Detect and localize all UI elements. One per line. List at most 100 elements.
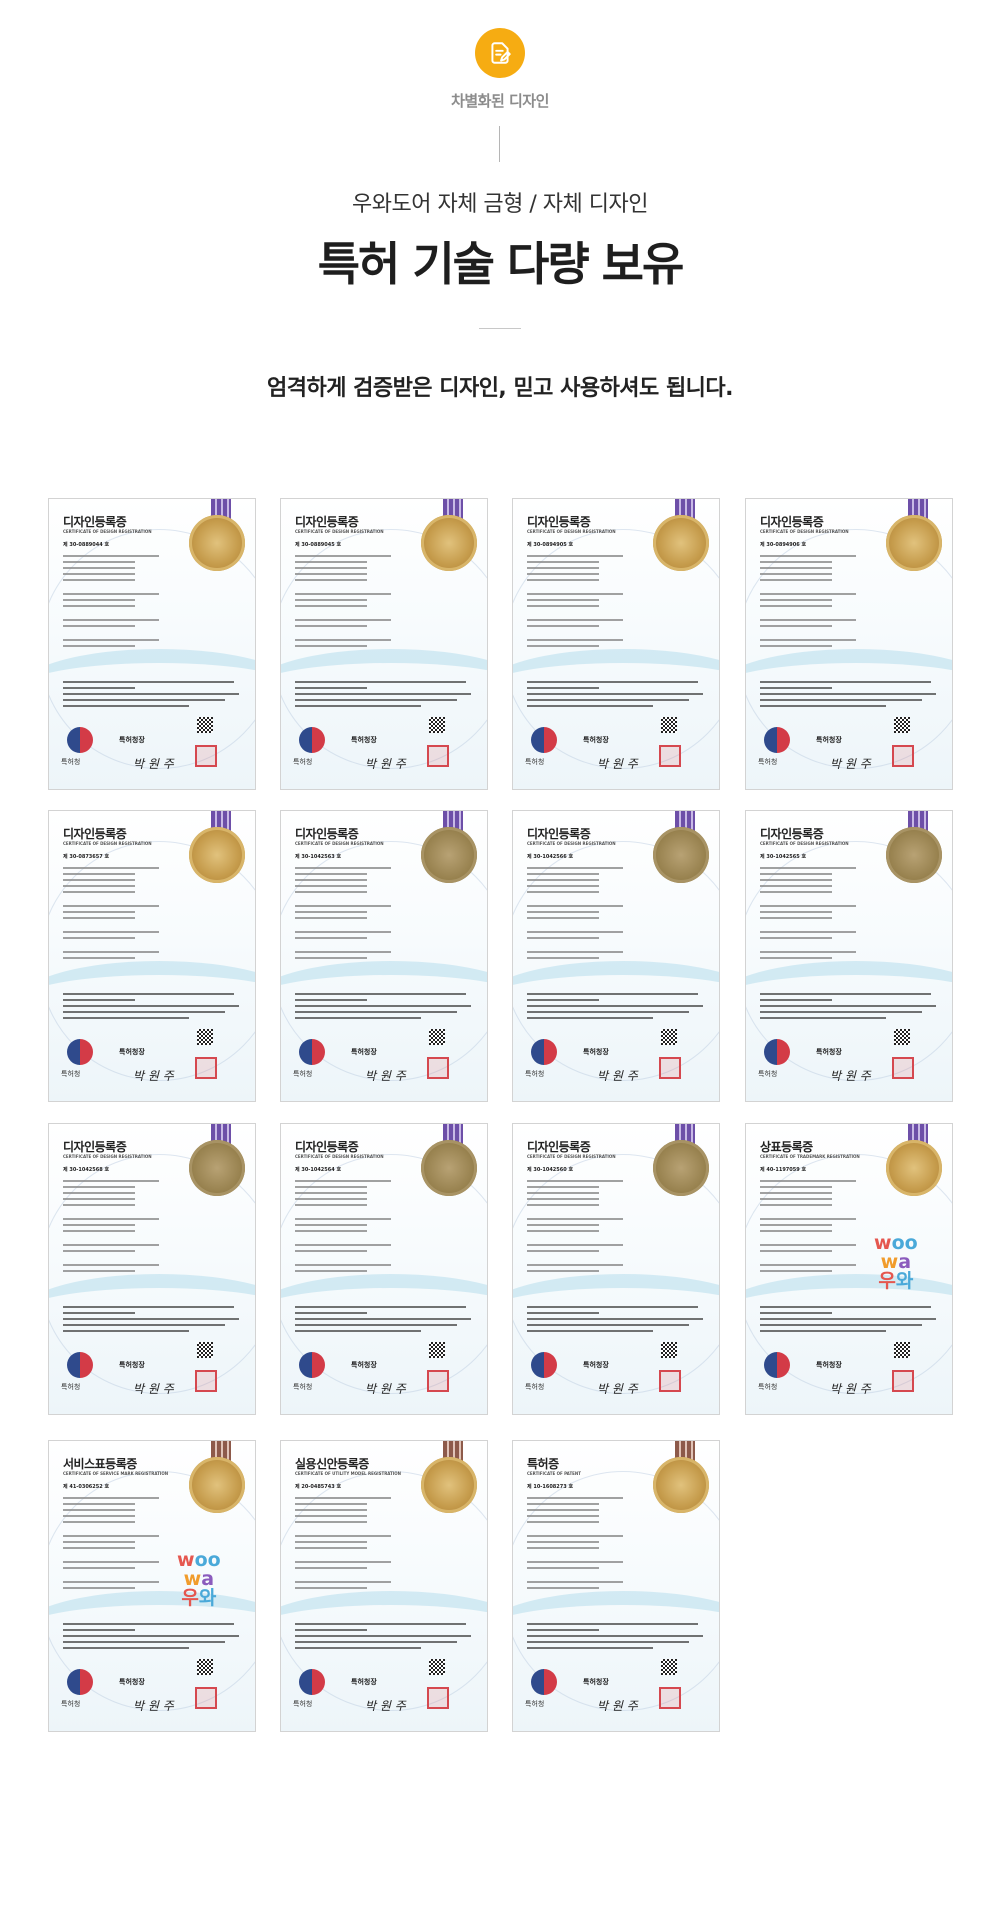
official-stamp-icon [892,745,914,767]
certificate-details [63,1180,183,1276]
certificate-statement [760,993,940,1023]
certificate-details [295,867,415,963]
background-wave [281,1591,487,1671]
certificate-card: 디자인등록증 CERTIFICATE OF DESIGN REGISTRATION… [48,498,256,790]
kipo-logo-icon [67,1039,93,1065]
kipo-logo-icon [531,1039,557,1065]
section-tagline: 엄격하게 검증받은 디자인, 믿고 사용하셔도 됩니다. [266,376,734,401]
certificate-title: 디자인등록증 [295,515,359,529]
certificate-title: 서비스표등록증 [63,1457,137,1471]
certificate-number: 제 41-0306252 호 [63,1484,110,1490]
certificate-statement [527,1306,707,1336]
org-name: 특허청 [758,1070,778,1078]
qr-code-icon [894,717,910,733]
watermark-pattern [49,1154,255,1394]
official-stamp-icon [195,1687,217,1709]
qr-code-icon [197,1659,213,1675]
issuer-title: 특허청장 [351,736,377,744]
issuer-title: 특허청장 [583,1678,609,1686]
certificate-subtitle: CERTIFICATE OF DESIGN REGISTRATION [295,841,384,846]
org-name: 특허청 [293,1070,313,1078]
section-subtitle: 우와도어 자체 금형 / 자체 디자인 [352,192,649,217]
certificate-number: 제 30-0873657 호 [63,854,110,860]
watermark-pattern [281,1154,487,1394]
watermark-pattern [49,1471,255,1711]
gold-seal-icon [189,1457,245,1513]
certificate-details [760,1180,880,1276]
signature: 박 원 주 [830,1069,871,1083]
gold-seal-icon [189,515,245,571]
certificate-number: 제 30-1042560 호 [527,1167,574,1173]
certificate-subtitle: CERTIFICATE OF DESIGN REGISTRATION [295,1154,384,1159]
background-wave [281,649,487,729]
certificate-subtitle: CERTIFICATE OF PATENT [527,1471,581,1476]
watermark-pattern [746,529,952,769]
certificate-title: 실용신안등록증 [295,1457,369,1471]
org-name: 특허청 [525,1070,545,1078]
background-wave [513,961,719,1041]
signature: 박 원 주 [133,757,174,771]
gold-seal-icon [421,827,477,883]
certificate-details [527,1180,647,1276]
certificate-number: 제 30-1042564 호 [295,1167,342,1173]
issuer-title: 특허청장 [119,1678,145,1686]
certificate-card: 디자인등록증 CERTIFICATE OF DESIGN REGISTRATION… [280,1123,488,1415]
kipo-logo-icon [764,1039,790,1065]
certificate-title: 디자인등록증 [760,515,824,529]
background-wave [746,961,952,1041]
certificate-title: 디자인등록증 [527,827,591,841]
org-name: 특허청 [293,1383,313,1391]
issuer-title: 특허청장 [119,736,145,744]
qr-code-icon [429,1659,445,1675]
vertical-divider [499,126,500,162]
certificate-card: 디자인등록증 CERTIFICATE OF DESIGN REGISTRATION… [512,1123,720,1415]
issuer-title: 특허청장 [583,1048,609,1056]
background-wave [513,1591,719,1671]
gold-seal-icon [653,1457,709,1513]
certificate-details [295,1497,415,1593]
kipo-logo-icon [299,727,325,753]
certificate-card: 디자인등록증 CERTIFICATE OF DESIGN REGISTRATION… [512,810,720,1102]
certificate-card: 디자인등록증 CERTIFICATE OF DESIGN REGISTRATION… [280,498,488,790]
certificate-number: 제 30-0894906 호 [760,542,807,548]
certificate-details [527,555,647,651]
background-wave [281,1274,487,1354]
gold-seal-icon [886,827,942,883]
certificate-title: 디자인등록증 [63,827,127,841]
signature: 박 원 주 [597,1699,638,1713]
official-stamp-icon [427,1057,449,1079]
kipo-logo-icon [67,1352,93,1378]
certificate-subtitle: CERTIFICATE OF UTILITY MODEL REGISTRATIO… [295,1471,402,1476]
qr-code-icon [661,1029,677,1045]
certificate-details [63,867,183,963]
qr-code-icon [661,717,677,733]
signature: 박 원 주 [133,1069,174,1083]
qr-code-icon [661,1342,677,1358]
certificate-details [63,1497,183,1593]
signature: 박 원 주 [830,757,871,771]
certificate-subtitle: CERTIFICATE OF DESIGN REGISTRATION [295,529,384,534]
certificate-details [527,1497,647,1593]
qr-code-icon [661,1659,677,1675]
issuer-title: 특허청장 [351,1361,377,1369]
kipo-logo-icon [531,1669,557,1695]
watermark-pattern [513,841,719,1081]
kipo-logo-icon [299,1669,325,1695]
certificate-subtitle: CERTIFICATE OF DESIGN REGISTRATION [63,529,152,534]
watermark-pattern [281,1471,487,1711]
certificate-title: 디자인등록증 [63,515,127,529]
certificate-card: 서비스표등록증 CERTIFICATE OF SERVICE MARK REGIS… [48,1440,256,1732]
official-stamp-icon [659,745,681,767]
signature: 박 원 주 [830,1382,871,1396]
certificate-number: 제 10-1608273 호 [527,1484,574,1490]
certificate-subtitle: CERTIFICATE OF DESIGN REGISTRATION [760,529,849,534]
certificate-details [527,867,647,963]
certificate-title: 디자인등록증 [527,1140,591,1154]
certificate-card: 실용신안등록증 CERTIFICATE OF UTILITY MODEL REGI… [280,1440,488,1732]
issuer-title: 특허청장 [583,736,609,744]
signature: 박 원 주 [597,1069,638,1083]
kipo-logo-icon [67,727,93,753]
org-name: 특허청 [61,1383,81,1391]
certificate-statement [63,1306,243,1336]
watermark-pattern [513,529,719,769]
